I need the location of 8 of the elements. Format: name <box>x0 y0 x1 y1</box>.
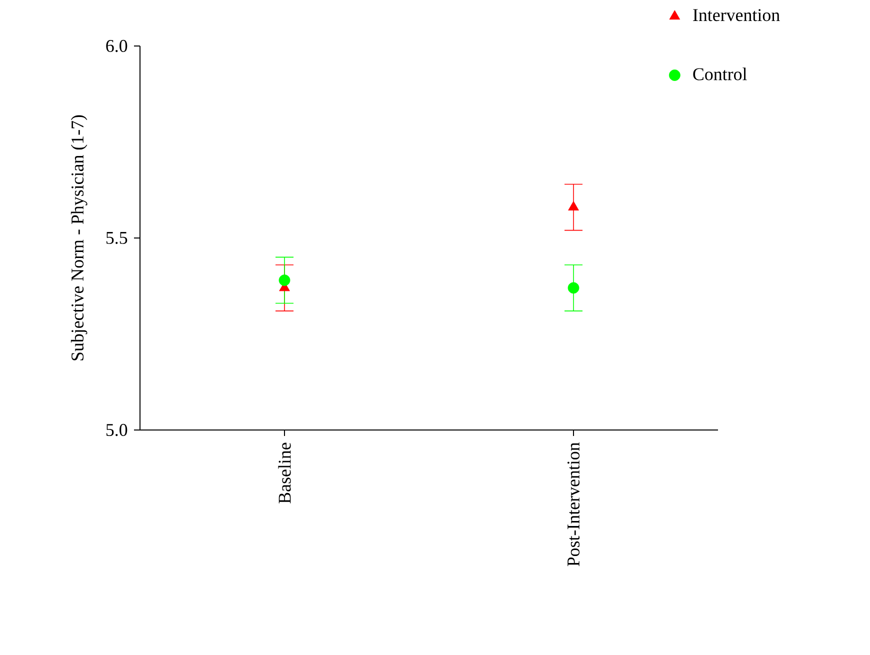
y-tick-label: 5.0 <box>106 424 128 436</box>
legend-label: Control <box>693 68 747 80</box>
x-tick-label: Post-Intervention <box>567 442 580 566</box>
y-tick-label: 5.5 <box>106 232 128 244</box>
legend-label: Intervention <box>693 9 780 22</box>
y-axis-title: Subjective Norm - Physician (1-7) <box>70 115 88 360</box>
x-tick-label: Baseline <box>278 442 291 504</box>
y-tick-label: 6.0 <box>106 40 128 52</box>
